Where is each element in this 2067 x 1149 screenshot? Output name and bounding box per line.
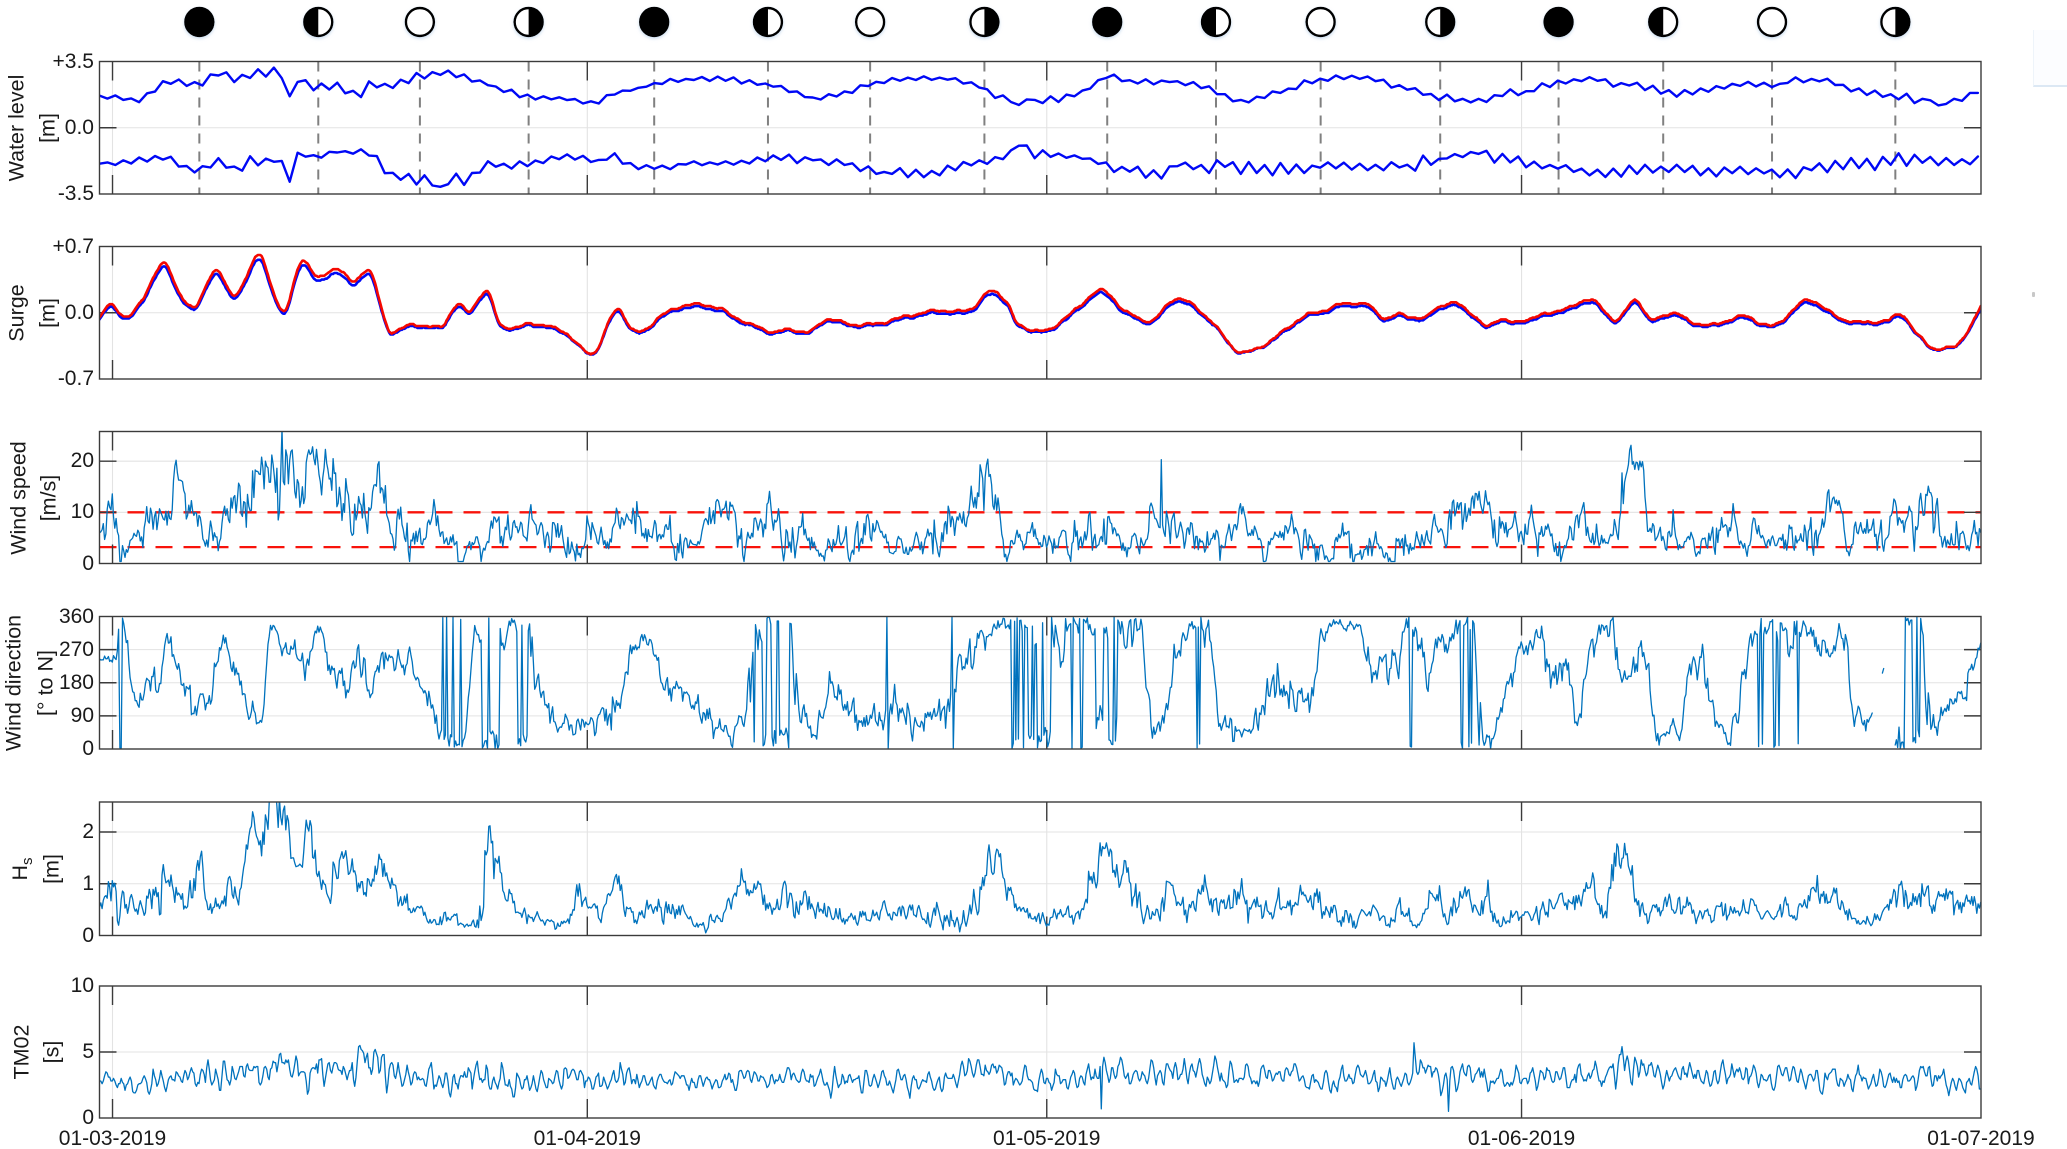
panel-borders	[98, 60, 1982, 1119]
threshold-lines	[99, 511, 1981, 549]
moon-phase-lines	[198, 61, 1897, 194]
y-tick-label: 180	[58, 670, 94, 694]
y-tick-label: 1	[82, 871, 94, 895]
panel-border	[98, 801, 1982, 937]
y-tick-label: -3.5	[57, 182, 94, 205]
y-axis-label-subscript: s	[19, 857, 37, 865]
series-group-panel-4	[99, 616, 1981, 750]
y-tick-label: 270	[58, 637, 94, 661]
series-wind-direction	[99, 616, 1981, 750]
x-tick-label: 01-06-2019	[1467, 1127, 1576, 1149]
y-tick-label: 0	[82, 737, 94, 760]
moon-icon-full	[404, 6, 436, 38]
window-overlay-artifact	[2033, 30, 2067, 87]
series-group-panel-6	[99, 1042, 1981, 1113]
panel-border	[98, 615, 1982, 750]
series-low-water	[99, 144, 1980, 188]
moon-icon-full	[854, 6, 886, 38]
screenshot-speck-artifact	[2032, 292, 2035, 297]
x-tick-label: 01-03-2019	[58, 1127, 167, 1149]
y-tick-label: 0.0	[64, 115, 94, 139]
series-group-panel-5	[99, 801, 1981, 934]
moon-icon-full	[1305, 6, 1336, 38]
panel-border	[98, 60, 1982, 195]
series-observed	[99, 253, 1981, 356]
y-tick-label: -0.7	[57, 367, 94, 390]
moon-icon-last-quarter	[1425, 6, 1456, 38]
y-tick-label: 2	[82, 820, 94, 843]
y-tick-label: +0.7	[52, 234, 94, 258]
series-wind-speed	[99, 431, 1981, 563]
axis-ticks	[99, 61, 1981, 1118]
x-tick-label: 01-05-2019	[993, 1127, 1101, 1149]
moon-icon-full	[1756, 6, 1788, 38]
moon-icon-new	[1092, 6, 1123, 38]
moon-icon-first-quarter	[1648, 6, 1679, 38]
y-tick-label: 5	[82, 1040, 94, 1063]
y-tick-label: 0	[82, 923, 94, 947]
series-TM02	[99, 1042, 1981, 1113]
panel-border	[98, 985, 1982, 1119]
moon-icon-new	[1543, 6, 1574, 38]
y-tick-label: 0	[82, 551, 94, 575]
y-tick-label: 90	[70, 703, 94, 727]
moon-icon-last-quarter	[969, 6, 1000, 38]
moon-icon-first-quarter	[303, 6, 334, 38]
y-tick-label: 20	[70, 449, 94, 473]
y-tick-label: 0	[82, 1106, 94, 1129]
y-tick-label: 10	[70, 974, 94, 997]
moon-icon-first-quarter	[1200, 6, 1232, 38]
moon-icon-last-quarter	[1880, 6, 1911, 38]
data-series	[99, 66, 1981, 1113]
series-group-panel-1	[99, 66, 1980, 188]
moon-icon-new	[184, 6, 215, 38]
x-tick-label: 01-04-2019	[533, 1127, 641, 1149]
series-Hs	[99, 801, 1981, 934]
y-tick-label: 0.0	[64, 300, 94, 324]
y-tick-label: 360	[58, 604, 94, 628]
moon-icon-last-quarter	[513, 6, 544, 38]
x-tick-label: 01-07-2019	[1927, 1127, 2035, 1149]
series-group-panel-2	[99, 253, 1981, 356]
y-tick-label: +3.5	[52, 49, 94, 73]
series-group-panel-3	[99, 431, 1981, 563]
y-tick-label: 10	[70, 500, 94, 524]
moon-icon-new	[638, 6, 670, 38]
gridlines	[99, 61, 1981, 1118]
panel-border	[98, 430, 1982, 565]
panel-border	[98, 245, 1982, 380]
moon-phase-icons	[184, 6, 1911, 38]
moon-icon-first-quarter	[752, 6, 784, 38]
series-high-water	[99, 66, 1980, 107]
